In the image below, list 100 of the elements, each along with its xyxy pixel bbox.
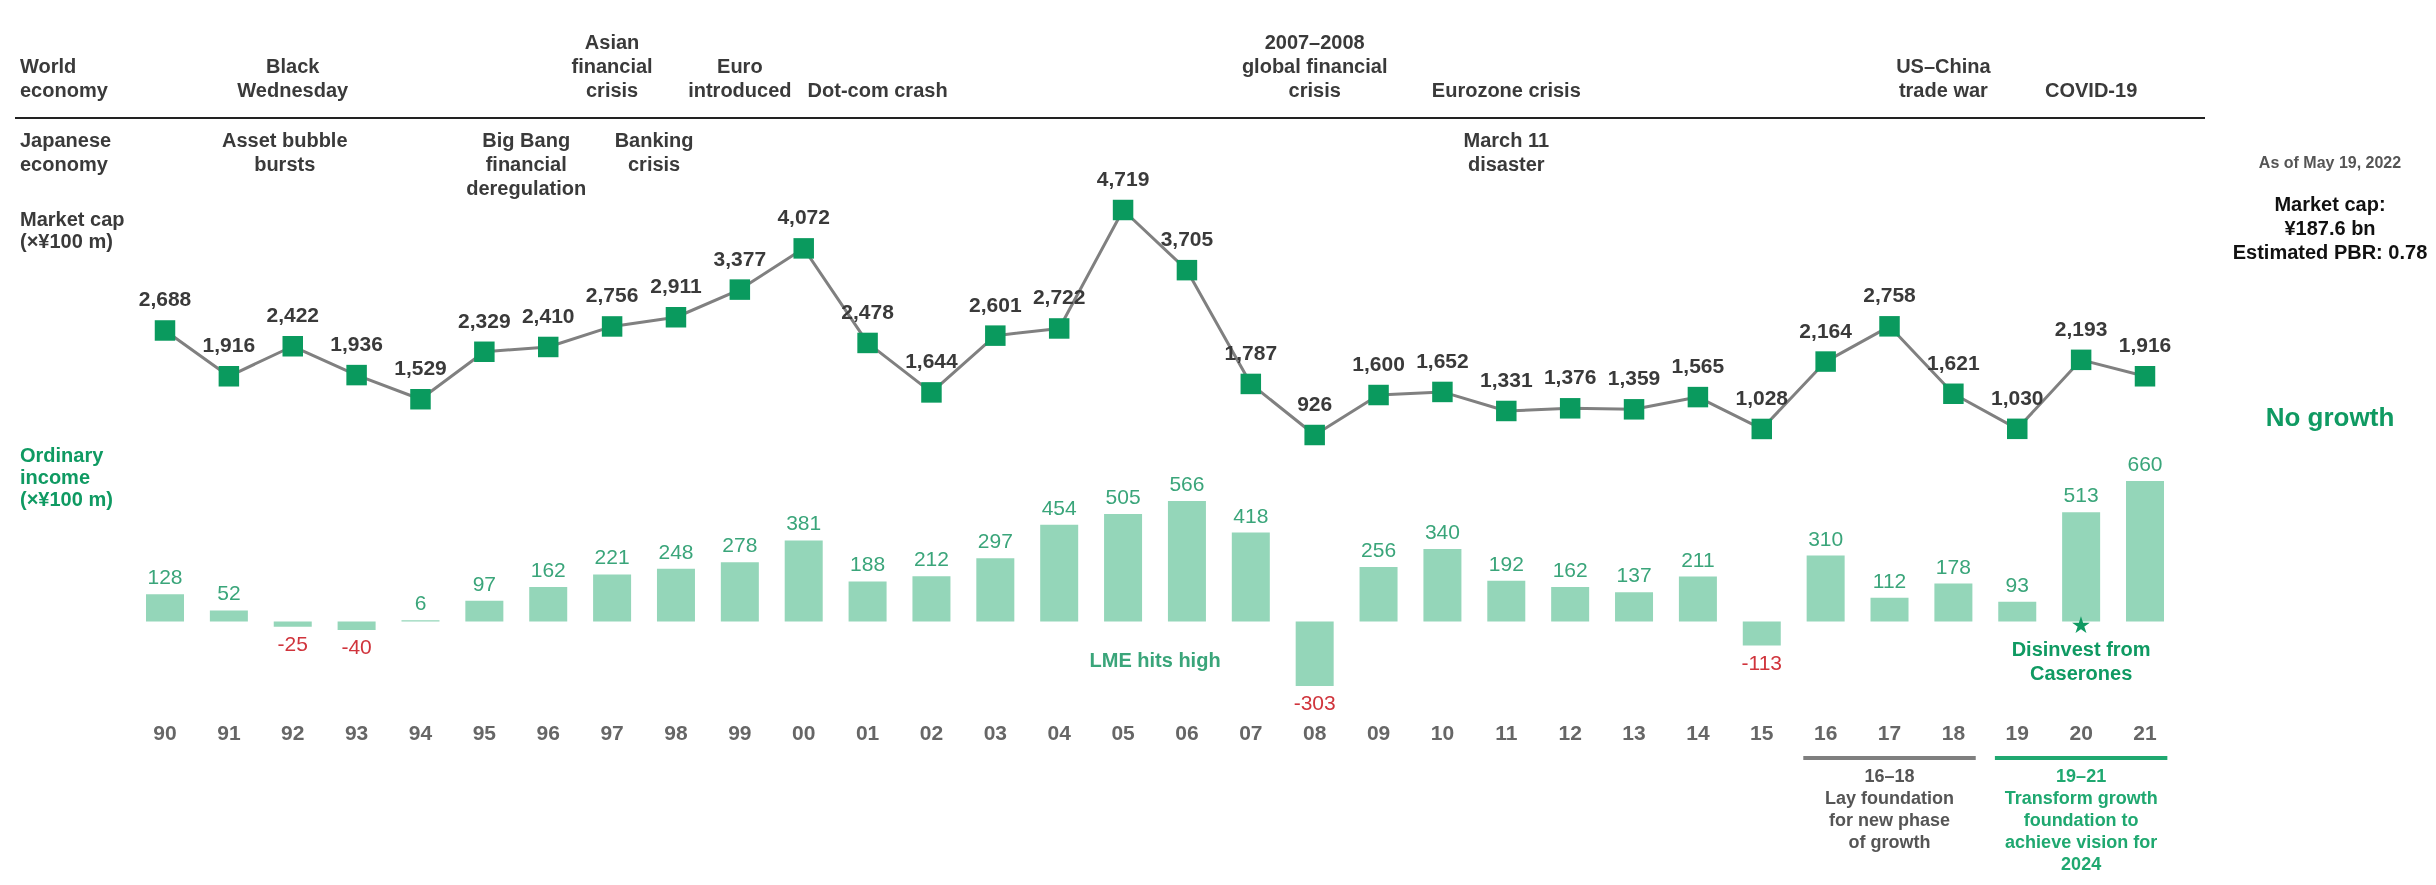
bar <box>146 594 184 622</box>
bar <box>209 610 248 622</box>
point <box>154 320 176 341</box>
text: Dot-com crash <box>807 79 948 101</box>
data-label: 3,377 <box>713 246 767 270</box>
bar <box>1231 532 1270 622</box>
data-label: 381 <box>786 511 822 535</box>
x-tick-label: 05 <box>1111 721 1136 744</box>
x-tick-label: 90 <box>153 721 177 744</box>
data-label: 2,193 <box>2054 316 2108 340</box>
point <box>1176 259 1198 281</box>
data-label: 1,916 <box>202 333 256 357</box>
x-tick-label: 12 <box>1558 721 1582 744</box>
text: 2007–2008 global financial crisis <box>1241 31 1388 101</box>
data-label: -303 <box>1293 691 1336 714</box>
point <box>474 341 495 363</box>
x-tick-label: 97 <box>600 721 624 744</box>
x-tick-label: 92 <box>281 721 305 744</box>
data-label: -25 <box>277 631 308 655</box>
text: Banking crisis <box>614 129 694 175</box>
data-label: 660 <box>2127 452 2163 475</box>
data-label: 1,331 <box>1480 367 1533 391</box>
x-tick-label: 04 <box>1047 721 1072 744</box>
data-label: -113 <box>1741 650 1783 674</box>
text: Market cap (×¥100 m) <box>20 208 125 252</box>
data-label: 248 <box>658 539 694 563</box>
bar <box>465 600 504 622</box>
point <box>218 366 240 387</box>
data-label: 6 <box>414 591 427 615</box>
text: Japanese economy <box>20 129 112 175</box>
x-tick-label: 94 <box>408 721 433 744</box>
x-tick-label: 16 <box>1813 721 1838 744</box>
data-label: 454 <box>1041 495 1078 519</box>
x-tick-label: 03 <box>983 721 1007 744</box>
bar <box>1678 576 1717 622</box>
text: Market cap: ¥187.6 bn Estimated PBR: 0.78 <box>2232 193 2428 263</box>
data-label: 2,164 <box>1799 318 1853 342</box>
data-label: 212 <box>913 547 949 571</box>
data-label: 1,621 <box>1927 350 1980 374</box>
bar <box>976 558 1015 622</box>
text: US–China trade war <box>1896 55 1992 101</box>
x-tick-label: 19 <box>2005 721 2029 744</box>
data-label: 1,936 <box>330 332 383 356</box>
bar <box>1742 621 1781 646</box>
x-tick-label: 10 <box>1430 721 1455 744</box>
x-tick-label: 13 <box>1622 721 1646 744</box>
data-label: 2,911 <box>650 274 702 298</box>
data-label: 211 <box>1681 547 1715 571</box>
data-label: 2,329 <box>458 308 511 332</box>
point <box>346 364 367 386</box>
data-label: 278 <box>722 533 758 557</box>
data-label: 192 <box>1488 551 1524 575</box>
data-label: 1,565 <box>1671 354 1725 378</box>
data-label: 2,410 <box>521 303 575 327</box>
data-label: 1,028 <box>1735 385 1789 409</box>
text: 19–21 Transform growth foundation to achieve vision for 2024 <box>2004 766 2158 874</box>
data-label: 1,030 <box>1990 385 2044 409</box>
bar <box>656 568 695 622</box>
bar <box>720 562 759 622</box>
data-label: 418 <box>1233 503 1269 527</box>
bar <box>1167 501 1206 622</box>
x-tick-label: 08 <box>1303 721 1327 744</box>
data-label: 97 <box>472 571 497 595</box>
point <box>601 316 623 337</box>
x-tick-label: 18 <box>1941 721 1966 744</box>
point <box>2134 366 2156 387</box>
point <box>2007 418 2028 440</box>
text: March 11 disaster <box>1463 129 1550 175</box>
point <box>665 307 687 328</box>
bar <box>1359 567 1398 622</box>
bar <box>1615 592 1654 622</box>
x-tick-label: 93 <box>344 721 369 744</box>
bar <box>912 576 951 622</box>
data-label: 112 <box>1872 568 1907 592</box>
data-label: 1,644 <box>905 349 959 373</box>
data-label: 1,359 <box>1607 366 1661 390</box>
text: Euro introduced <box>688 55 792 101</box>
bar <box>273 621 312 627</box>
data-label: 1,529 <box>394 356 447 380</box>
x-tick-label: 20 <box>2069 721 2093 744</box>
point <box>793 238 814 259</box>
point <box>1751 418 1773 440</box>
point <box>1623 399 1645 420</box>
x-tick-label: 11 <box>1495 721 1518 744</box>
data-label: 1,600 <box>1352 352 1405 376</box>
data-label: 178 <box>1935 554 1971 578</box>
point <box>1304 424 1325 446</box>
x-tick-label: 99 <box>728 721 752 744</box>
bar <box>784 540 823 622</box>
x-tick-label: 07 <box>1239 721 1263 744</box>
data-label: 93 <box>2005 572 2029 596</box>
bar <box>2126 481 2164 622</box>
point <box>537 336 559 358</box>
data-label: 162 <box>530 558 566 582</box>
text: Big Bang financial deregulation <box>466 129 587 199</box>
point <box>857 332 878 354</box>
data-label: 256 <box>1361 538 1397 561</box>
text: No growth <box>2265 402 2395 432</box>
x-tick-label: 96 <box>536 721 560 744</box>
x-tick-label: 21 <box>2133 721 2157 744</box>
